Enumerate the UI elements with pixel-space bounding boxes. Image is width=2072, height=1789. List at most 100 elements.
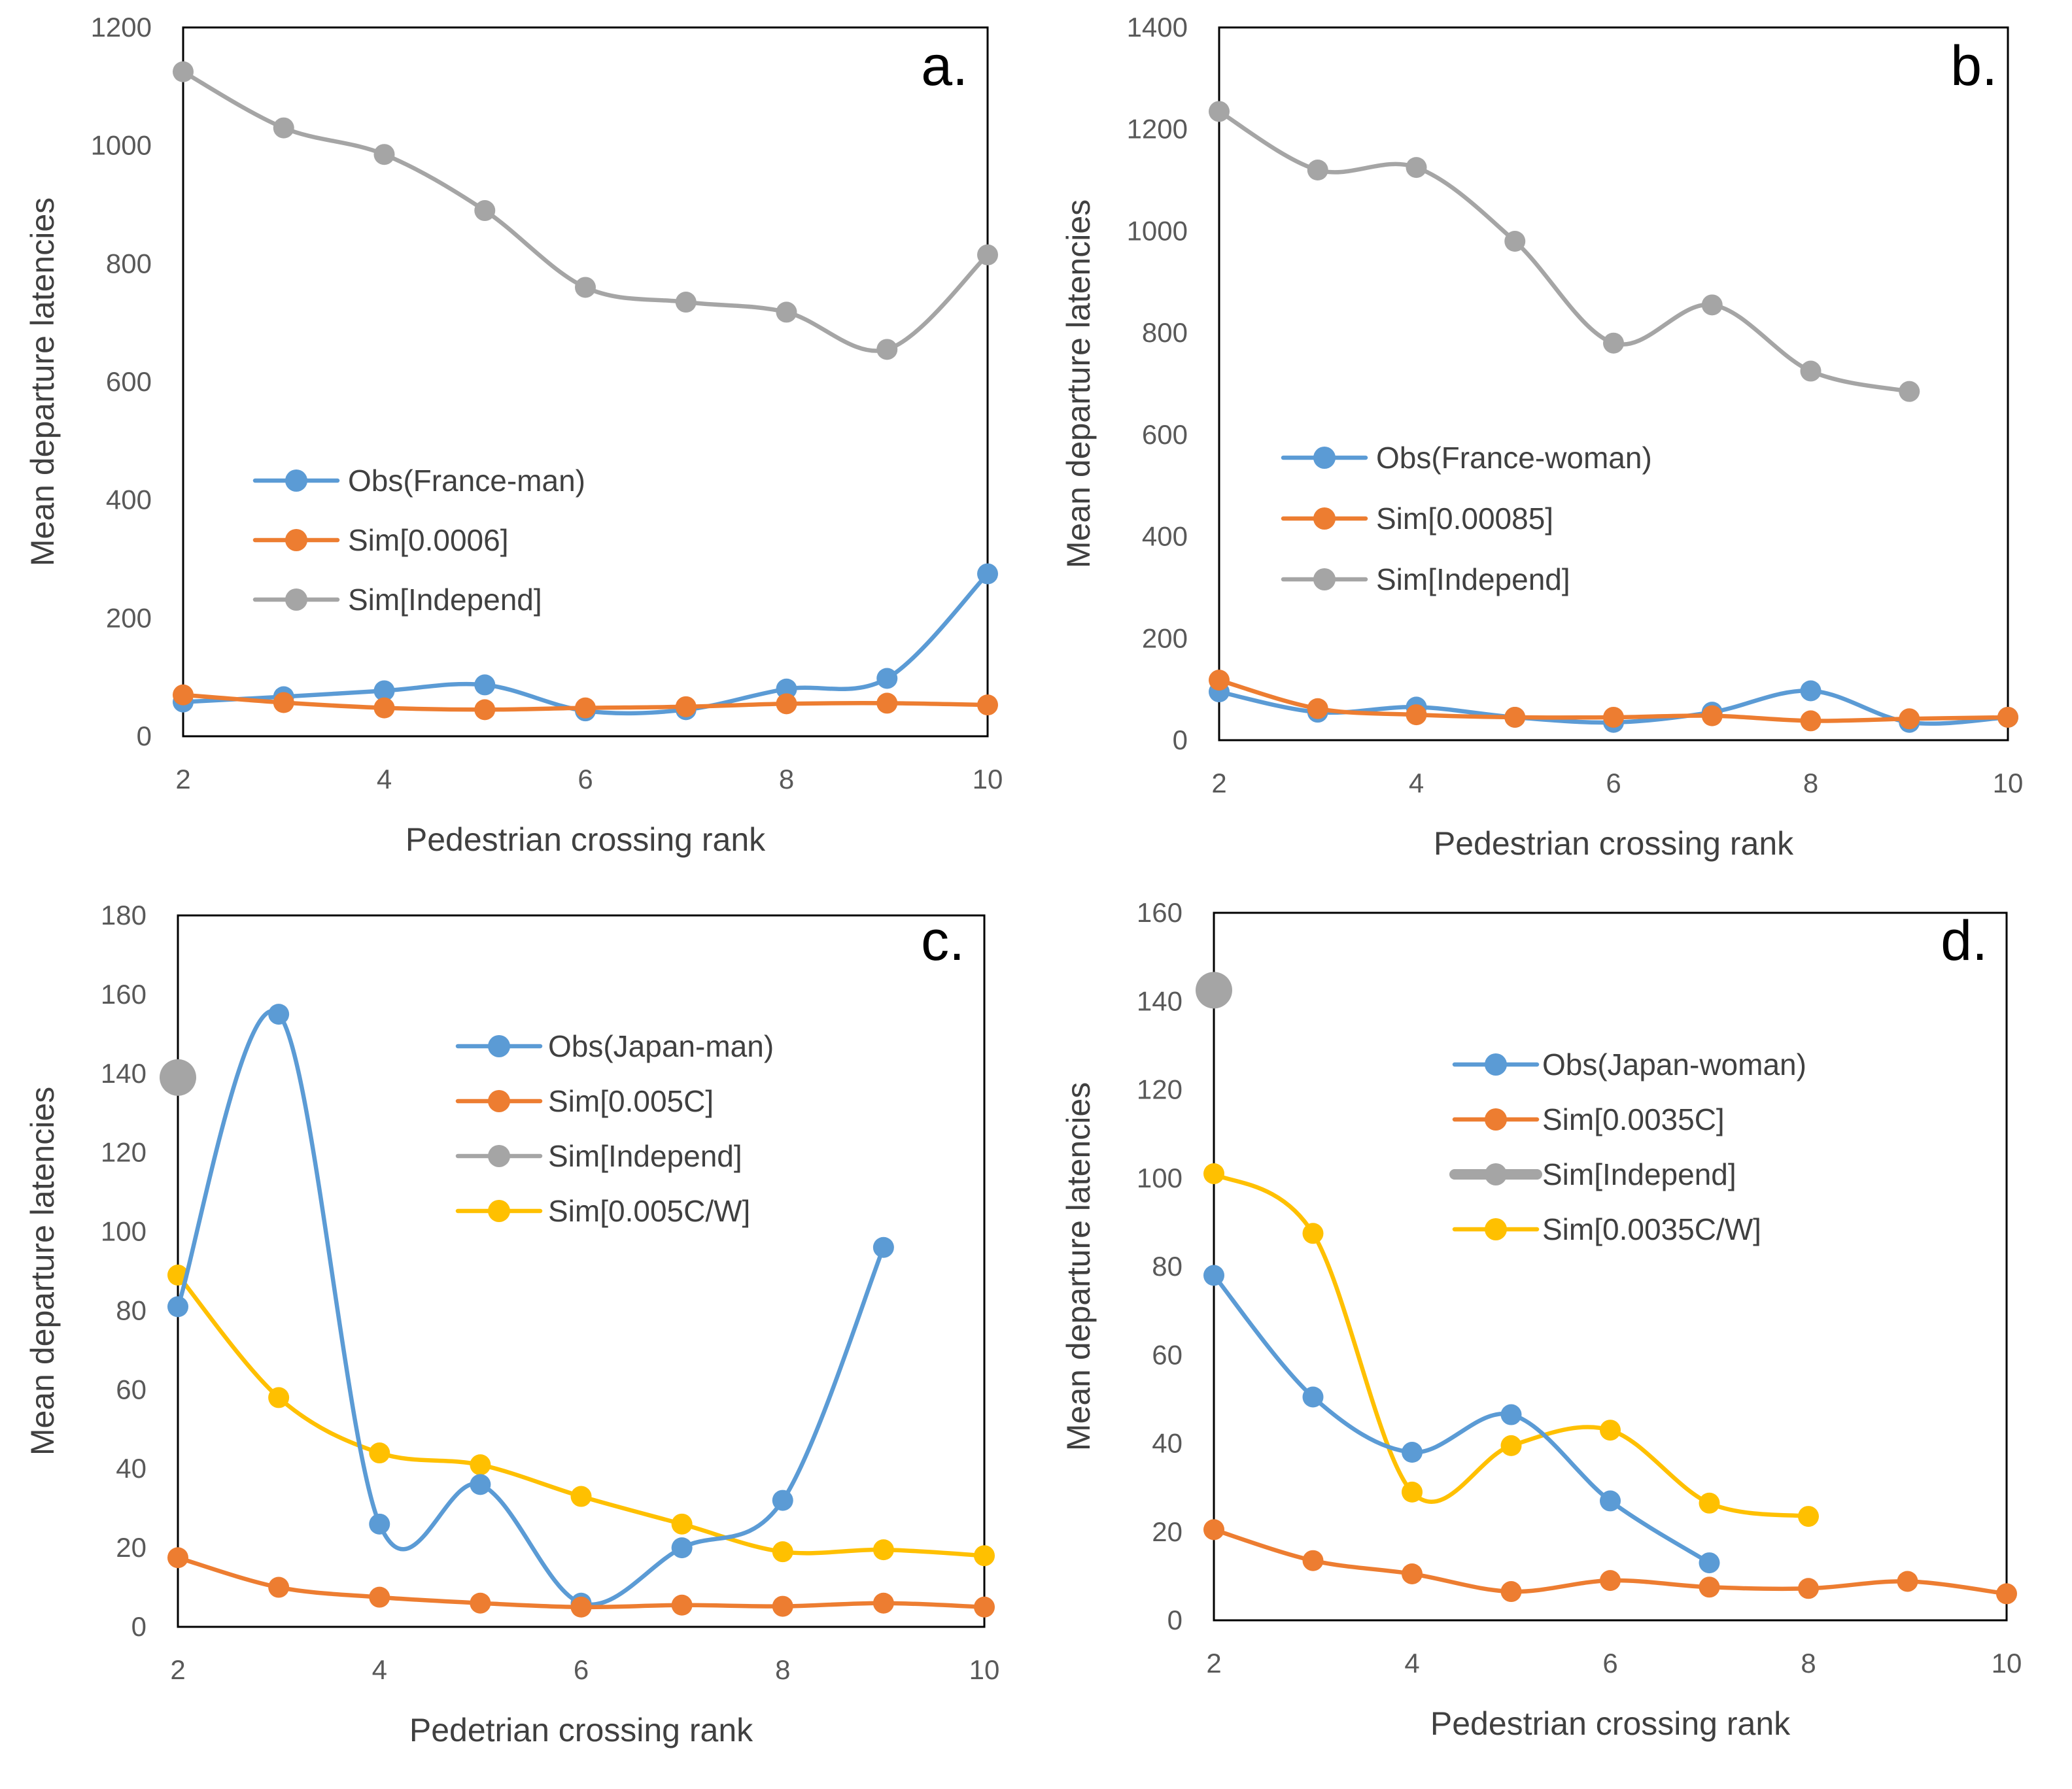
legend-item-sim-0-0035c-w: Sim[0.0035C/W]: [1452, 1212, 1761, 1246]
data-point: [671, 1594, 693, 1616]
legend-label: Sim[Independ]: [548, 1139, 742, 1173]
x-tick-label: 6: [1602, 1648, 1617, 1678]
legend-item-sim-0-005c: Sim[0.005C]: [455, 1084, 714, 1118]
data-point: [1504, 231, 1526, 252]
x-tick-label: 4: [1404, 1648, 1419, 1678]
data-point: [872, 1592, 894, 1614]
data-point: [1699, 1576, 1720, 1598]
y-tick-label: 1200: [91, 12, 152, 43]
x-tick-label: 10: [973, 764, 1003, 794]
x-tick-label: 10: [1992, 1648, 2022, 1678]
y-tick-label: 200: [106, 602, 152, 633]
legend-item-sim-0-005c-w: Sim[0.005C/W]: [455, 1194, 750, 1228]
y-axis-title: Mean departure latencies: [24, 1087, 61, 1456]
data-point: [776, 693, 797, 715]
legend: Obs(Japan-man) Sim[0.005C] Sim[Independ] Si…: [455, 1029, 774, 1228]
data-point: [1406, 157, 1427, 179]
chart-a: 0 200 400 600 800 1000 1200 2 4 6 8 10 Pedestrian cr…: [24, 12, 1003, 858]
series-sim-independ: [1196, 972, 1232, 1009]
panel-label: b.: [1950, 35, 1997, 97]
data-point: [1307, 160, 1328, 180]
legend-marker: [1485, 1163, 1507, 1185]
data-point: [1302, 1223, 1324, 1244]
x-tick-label: 6: [578, 764, 593, 794]
x-tick-label: 8: [775, 1654, 790, 1685]
data-point: [1600, 1570, 1621, 1592]
y-tick-label: 400: [106, 485, 152, 515]
data-point: [1600, 1490, 1621, 1512]
series-line-sim-0-005c-w: [175, 1272, 987, 1558]
legend-marker: [1485, 1108, 1507, 1131]
series-obs-japan-man: [167, 1004, 894, 1614]
legend-label: Obs(Japan-woman): [1542, 1048, 1806, 1082]
plot-area-border: [182, 26, 989, 738]
data-point: [1302, 1550, 1324, 1571]
data-point: [776, 678, 797, 700]
x-axis-title: Pedetrian crossing rank: [409, 1712, 753, 1748]
plot-area-border: [177, 914, 986, 1628]
data-point: [570, 1486, 592, 1507]
data-point: [1196, 972, 1232, 1009]
chart-panel-c: 0 20 40 60 80 100 120 140 160 180 2 4 6 8 10 Pedetrian …: [0, 895, 1036, 1789]
plot-area-border: [1213, 912, 2008, 1622]
data-point: [776, 301, 797, 323]
data-point: [872, 1236, 894, 1258]
data-point: [1701, 705, 1723, 726]
y-tick-label: 0: [137, 721, 152, 751]
legend: Obs(France-man) Sim[0.0006] Sim[Independ]: [252, 464, 585, 617]
data-point: [772, 1490, 793, 1511]
series-line-sim-independ: [1217, 109, 1912, 394]
x-tick-label: 10: [1993, 768, 2024, 798]
series-sim-0-005c-w: [167, 1265, 995, 1567]
data-point: [268, 1576, 290, 1598]
y-tick-label: 80: [1152, 1251, 1183, 1282]
panel-label: a.: [921, 35, 968, 97]
y-tick-label: 400: [1142, 521, 1188, 552]
series-line-sim-independ: [181, 69, 990, 353]
series-sim-0-00085: [1209, 670, 2018, 732]
data-point: [876, 692, 898, 714]
series-sim-0-005c: [167, 1547, 995, 1618]
series-obs-japan-woman: [1203, 1265, 1720, 1574]
y-tick-label: 160: [101, 979, 147, 1010]
data-point: [1406, 704, 1427, 726]
data-point: [1996, 1583, 2017, 1605]
legend-item-sim-0-0035c: Sim[0.0035C]: [1452, 1102, 1725, 1136]
data-point: [173, 61, 194, 82]
x-axis-title: Pedestrian crossing rank: [1430, 1705, 1791, 1742]
y-tick-label: 1200: [1127, 114, 1188, 145]
legend-item-sim-independ: Sim[Independ]: [1449, 1157, 1736, 1191]
y-tick-label: 40: [1152, 1428, 1183, 1459]
y-tick-label: 600: [1142, 419, 1188, 450]
data-point: [1500, 1435, 1522, 1456]
legend-marker: [1313, 447, 1336, 469]
y-tick-label: 0: [131, 1611, 147, 1642]
legend-marker: [488, 1200, 510, 1222]
data-point: [876, 339, 898, 360]
x-tick-label: 6: [574, 1654, 589, 1685]
y-tick-label: 0: [1167, 1605, 1183, 1635]
legend-item-obs-japan-man: Obs(Japan-man): [455, 1029, 774, 1063]
data-point: [273, 692, 294, 713]
panel-label: c.: [921, 910, 965, 972]
chart-c: 0 20 40 60 80 100 120 140 160 180 2 4 6 8 10 Pedetrian …: [24, 900, 999, 1748]
x-tick-label: 8: [1803, 768, 1818, 798]
data-point: [977, 563, 998, 585]
data-point: [974, 1545, 995, 1567]
legend-marker: [1313, 568, 1336, 590]
series-sim-independ: [160, 1059, 196, 1096]
data-point: [1701, 294, 1723, 316]
x-tick-label: 2: [1206, 1648, 1221, 1678]
legend-label: Obs(France-man): [348, 464, 585, 498]
y-tick-label: 0: [1173, 724, 1188, 755]
data-point: [1203, 1519, 1224, 1541]
plot-area-border: [1218, 26, 2009, 741]
data-point: [1800, 360, 1822, 382]
data-point: [977, 244, 998, 265]
y-tick-label: 120: [101, 1137, 147, 1168]
data-point: [1899, 381, 1920, 402]
data-point: [1899, 708, 1920, 730]
data-point: [671, 1513, 693, 1535]
legend-label: Sim[Independ]: [348, 583, 542, 617]
series-sim-independ: [1209, 101, 1920, 402]
